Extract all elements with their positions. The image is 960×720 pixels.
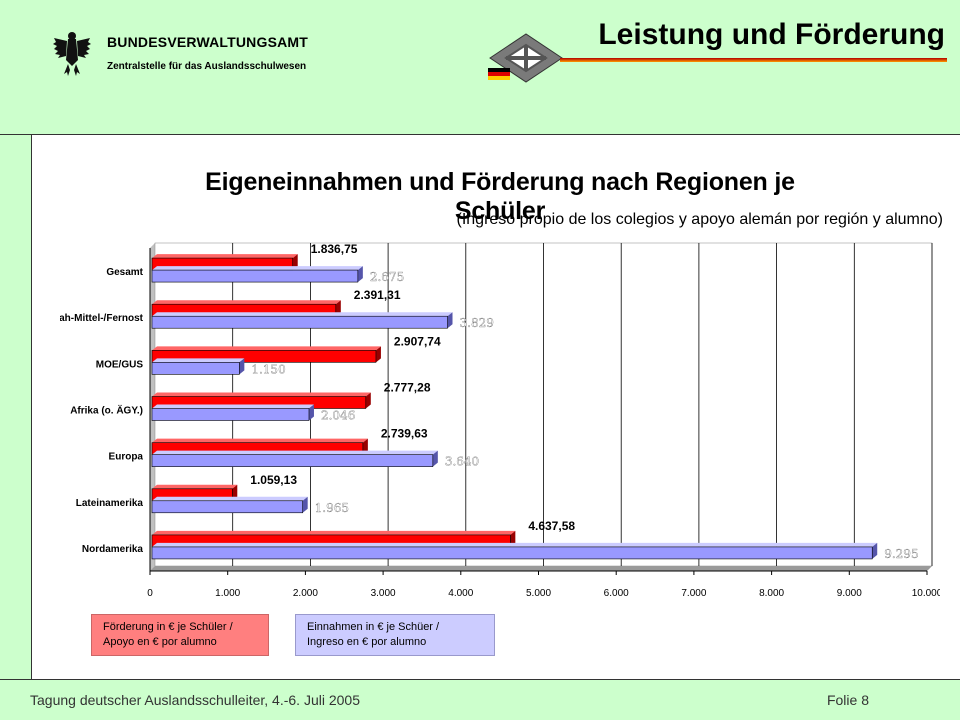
org-subtitle: Zentralstelle für das Auslandsschulwesen (107, 61, 307, 72)
bar-side (375, 346, 381, 363)
bar-top (152, 312, 453, 317)
footer-slide-number: Folie 8 (826, 692, 869, 708)
data-label-foerderung: 4.637,58 (528, 519, 575, 533)
bar-top (152, 300, 341, 305)
bar-top (152, 496, 308, 501)
bar-einnahmen (151, 269, 359, 283)
data-label-foerderung: 1.059,13 (250, 473, 297, 487)
org-name: BUNDESVERWALTUNGSAMT (107, 34, 309, 50)
category-label: Nordamerika (82, 544, 144, 555)
legend-foerderung: Förderung in € je Schüler / Apoyo en € p… (91, 614, 269, 656)
bar-top (152, 438, 368, 443)
bar-top (152, 392, 371, 397)
bar-top (152, 358, 245, 363)
x-tick-label: 8.000 (759, 588, 784, 599)
bar-einnahmen (151, 408, 310, 421)
bar-top (152, 266, 363, 271)
bar-top (152, 530, 516, 535)
x-tick-label: 9.000 (837, 588, 862, 599)
chart-subtitle: (Ingreso propio de los colegios y apoyo … (456, 211, 944, 228)
bar-einnahmen (151, 454, 434, 467)
bar-top (152, 542, 878, 547)
category-label: Europa (109, 452, 144, 463)
x-tick-label: 2.000 (293, 588, 318, 599)
x-tick-label: 10.000 (912, 588, 940, 599)
bar-chart: 0 1.000 2.000 3.000 4.000 5.000 6.000 7.000 8.00… (60, 242, 940, 599)
bar-side (239, 358, 245, 375)
legend-foerderung-line2: Apoyo en € por alumno (103, 636, 217, 648)
bar-top (152, 254, 298, 259)
bar-einnahmen (151, 546, 873, 560)
title-underline (560, 58, 947, 62)
slide-title: Leistung und Förderung (598, 18, 945, 51)
x-tick-label: 4.000 (448, 588, 473, 599)
data-label-foerderung: 2.907,74 (394, 334, 441, 348)
category-label: Lateinamerika (76, 498, 144, 509)
x-tick-label: 6.000 (604, 588, 629, 599)
left-band (0, 135, 32, 679)
bar-top (152, 450, 438, 455)
legend-einnahmen: Einnahmen in € je Schüer / Ingreso en € … (295, 614, 495, 656)
data-label-foerderung: 2.391,31 (354, 288, 401, 302)
footer-event: Tagung deutscher Auslandsschulleiter, 4.… (30, 692, 360, 708)
header-band (0, 0, 960, 135)
data-label-einnahmen: 2.046 (321, 409, 355, 423)
bar-side (447, 312, 453, 329)
x-tick-label: 3.000 (371, 588, 396, 599)
data-label-einnahmen: 9.295 (884, 547, 918, 561)
data-label-einnahmen: 3.640 (445, 455, 479, 469)
category-label: MOE/GUS (96, 359, 144, 370)
data-label-foerderung: 1.836,75 (311, 242, 358, 256)
category-label: Afrika (o. ÄGY.) (70, 404, 143, 417)
legend-foerderung-line1: Förderung in € je Schüler / (103, 621, 233, 633)
data-label-foerderung: 2.739,63 (381, 427, 428, 441)
category-label: Nah-Mittel-/Fernost (60, 313, 144, 324)
data-label-einnahmen: 1.150 (251, 362, 285, 376)
legend-einnahmen-line1: Einnahmen in € je Schüer / (307, 621, 440, 633)
bar-top (152, 404, 314, 409)
footer-band (0, 679, 960, 720)
bar-side (357, 266, 363, 283)
legend-einnahmen-line2: Ingreso en € por alumno (307, 636, 427, 648)
bar-side (308, 404, 314, 421)
category-label: Gesamt (106, 267, 143, 278)
bar-side (872, 542, 878, 559)
bar-einnahmen (151, 315, 448, 329)
x-tick-label: 5.000 (526, 588, 551, 599)
data-label-einnahmen: 1.965 (315, 501, 349, 515)
data-label-einnahmen: 2.675 (370, 270, 404, 284)
federal-eagle-icon (53, 32, 91, 76)
bar-side (302, 496, 308, 513)
bar-top (152, 346, 381, 351)
data-label-foerderung: 2.777,28 (384, 381, 431, 395)
diamond-logo-icon (488, 33, 563, 83)
bar-top (152, 484, 238, 489)
x-tick-label: 0 (147, 588, 153, 599)
x-tick-label: 1.000 (215, 588, 240, 599)
bar-side (432, 450, 438, 467)
x-tick-label: 7.000 (681, 588, 706, 599)
bar-side (365, 392, 371, 409)
chart-title: Eigeneinnahmen und Förderung nach Region… (205, 168, 795, 225)
bar-einnahmen (151, 500, 303, 514)
plot-floor (150, 566, 932, 571)
bar-einnahmen (151, 362, 240, 375)
data-label-einnahmen: 3.829 (460, 316, 494, 330)
